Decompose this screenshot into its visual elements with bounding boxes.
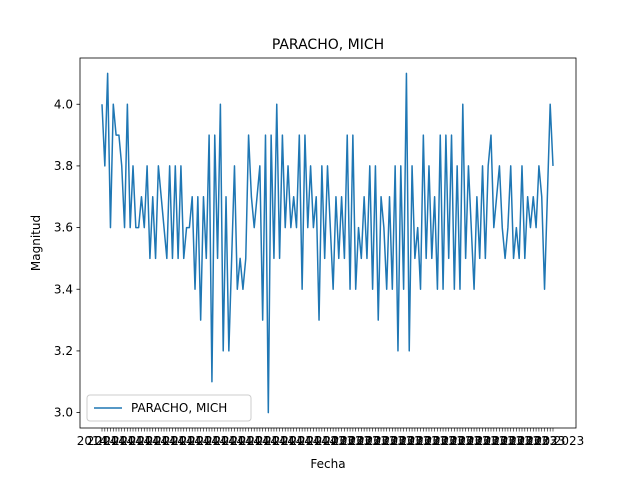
x-tick-label: 2014 — [273, 434, 304, 448]
y-tick-label: 3.6 — [54, 221, 73, 235]
y-axis-title: Magnitud — [29, 215, 43, 271]
x-tick-label: 2014 — [197, 434, 228, 448]
x-tick-label: 2023 — [374, 434, 405, 448]
x-tick-label: 2023 — [484, 434, 515, 448]
x-tick-label: 2023 — [433, 434, 464, 448]
x-tick-label-band: 2014201420142014201420142014201420142014… — [77, 434, 585, 448]
y-tick-label: 3.4 — [54, 282, 73, 296]
x-tick-label-first: 2014 — [77, 434, 108, 448]
x-tick-label: 2023 — [400, 434, 431, 448]
legend-label: PARACHO, MICH — [131, 401, 227, 415]
x-tick-label: 2014 — [87, 434, 118, 448]
plot-frame — [79, 57, 577, 429]
x-tick-label: 2014 — [146, 434, 177, 448]
x-tick-label: 2014 — [256, 434, 287, 448]
y-tick-label: 3.8 — [54, 159, 73, 173]
x-tick-label: 2014 — [129, 434, 160, 448]
x-tick-label: 2023 — [510, 434, 541, 448]
y-tick-label: 3.2 — [54, 344, 73, 358]
x-tick-label: 2014 — [95, 434, 126, 448]
x-tick-label: 2023 — [467, 434, 498, 448]
x-tick-label: 2023 — [518, 434, 549, 448]
x-tick-label: 2014 — [264, 434, 295, 448]
x-tick-label: 2023 — [315, 434, 346, 448]
x-tick-label: 2014 — [247, 434, 278, 448]
x-tick-label: 2023 — [450, 434, 481, 448]
y-tick-label: 3.0 — [54, 406, 73, 420]
x-tick-label: 2014 — [239, 434, 270, 448]
x-tick-label: 2023 — [417, 434, 448, 448]
legend: PARACHO, MICH — [86, 394, 252, 422]
x-tick-label: 2014 — [281, 434, 312, 448]
x-tick-label: 2023 — [408, 434, 439, 448]
x-tick-label: 2014 — [188, 434, 219, 448]
x-tick-label: 2014 — [163, 434, 194, 448]
legend-frame — [86, 394, 252, 422]
x-tick-label: 2014 — [205, 434, 236, 448]
y-axis: 3.0 3.2 3.4 3.6 3.8 4.0 — [54, 97, 80, 420]
x-tick-label: 2023 — [383, 434, 414, 448]
x-tick-label: 2023 — [493, 434, 524, 448]
x-tick-label: 2014 — [290, 434, 321, 448]
x-tick-label: 2023 — [357, 434, 388, 448]
x-tick-label: 2023 — [324, 434, 355, 448]
x-tick-label: 2014 — [104, 434, 135, 448]
x-axis: 2014201420142014201420142014201420142014… — [77, 428, 585, 448]
x-tick-label: 2023 — [366, 434, 397, 448]
x-tick-label: 2014 — [214, 434, 245, 448]
x-tick-label: 2023 — [332, 434, 363, 448]
x-tick-label: 2023 — [459, 434, 490, 448]
x-tick-label: 2014 — [154, 434, 185, 448]
x-tick-label: 2023 — [349, 434, 380, 448]
x-tick-label: 2023 — [535, 434, 566, 448]
x-tick-label: 2023 — [476, 434, 507, 448]
x-tick-label: 2023 — [526, 434, 557, 448]
x-tick-label: 2023 — [442, 434, 473, 448]
x-tick-label-last: 2023 — [554, 434, 585, 448]
x-tick-label: 2014 — [112, 434, 143, 448]
x-tick-label: 2014 — [230, 434, 261, 448]
series-line-paracho — [101, 72, 554, 414]
series-layer — [101, 72, 554, 414]
x-tick-label: 2014 — [171, 434, 202, 448]
x-tick-label: 2014 — [121, 434, 152, 448]
chart-title: PARACHO, MICH — [272, 37, 384, 53]
x-tick-label: 2014 — [180, 434, 211, 448]
x-tick-label: 2014 — [137, 434, 168, 448]
x-tick-label: 2014 — [298, 434, 329, 448]
x-tick-label: 2014 — [222, 434, 253, 448]
plot-area — [80, 58, 576, 428]
x-tick-label: 2023 — [501, 434, 532, 448]
x-tick-label: 2023 — [391, 434, 422, 448]
x-tick-label: 2023 — [425, 434, 456, 448]
y-tick-label: 4.0 — [54, 97, 73, 111]
x-axis-title: Fecha — [310, 457, 345, 471]
x-tick-label: 2023 — [340, 434, 371, 448]
x-tick-label: 2014 — [307, 434, 338, 448]
